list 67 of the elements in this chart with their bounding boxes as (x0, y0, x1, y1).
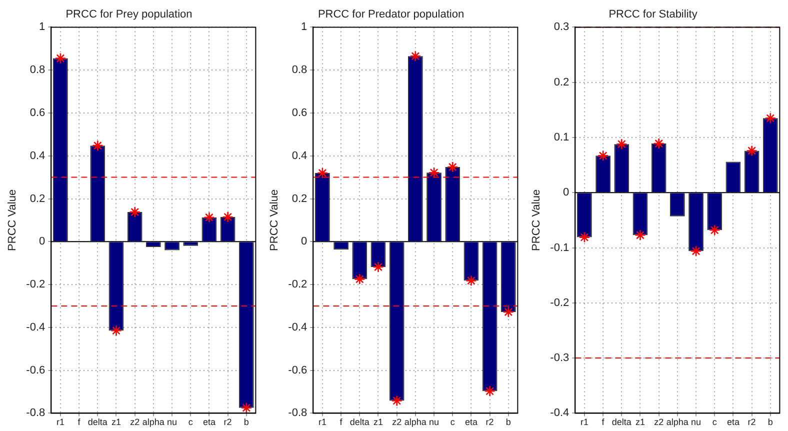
x-tick-label: alpha (666, 417, 688, 428)
y-tick-label: -0.4 (550, 407, 570, 420)
y-tick-label: 0.8 (30, 64, 46, 76)
x-tick-label: eta (464, 417, 478, 428)
y-tick-label: -0.3 (550, 352, 570, 364)
y-tick-label: -0.4 (26, 321, 46, 334)
y-tick-label: 0.2 (292, 192, 308, 205)
y-tick-label: -0.8 (288, 407, 308, 420)
y-tick-label: 1 (39, 21, 46, 34)
x-tick-label: z1 (373, 417, 383, 428)
x-tick-label: b (244, 417, 249, 428)
y-tick-label: 0 (301, 236, 308, 248)
y-tick-label: 0.4 (30, 150, 46, 162)
x-tick-label: z2 (654, 417, 664, 428)
x-tick-label: alpha (142, 417, 164, 428)
chart-title: PRCC for Prey population (66, 8, 192, 21)
y-tick-label: 0.2 (554, 76, 570, 88)
y-tick-label: -0.4 (288, 321, 308, 334)
x-tick-label: z1 (111, 417, 121, 428)
x-tick-label: alpha (404, 417, 426, 428)
y-tick-label: -0.2 (550, 296, 570, 309)
x-tick-label: c (450, 417, 456, 428)
x-tick-label: b (768, 417, 773, 428)
y-tick-label: 0.4 (292, 150, 308, 162)
x-tick-label: c (712, 417, 718, 428)
y-tick-label: -0.2 (288, 278, 308, 291)
x-tick-label: f (78, 417, 81, 428)
y-tick-label: 0 (39, 236, 46, 248)
y-axis-title: PRCC Value (6, 189, 19, 251)
x-tick-label: z2 (130, 417, 140, 428)
x-tick-label: delta (88, 417, 108, 428)
y-axis-title: PRCC Value (268, 189, 281, 251)
x-tick-label: eta (726, 417, 740, 428)
y-tick-label: 1 (301, 21, 308, 34)
x-tick-label: f (340, 417, 343, 428)
y-tick-label: 0.6 (292, 107, 308, 120)
y-tick-label: -0.6 (26, 364, 46, 376)
y-tick-label: -0.2 (26, 278, 46, 291)
y-tick-label: -0.8 (26, 407, 46, 420)
y-tick-label: 0.3 (554, 21, 570, 34)
y-tick-label: 0.6 (30, 107, 46, 120)
y-tick-label: 0.8 (292, 64, 308, 76)
x-tick-label: delta (350, 417, 370, 428)
x-tick-label: r2 (224, 417, 232, 428)
x-tick-label: z2 (392, 417, 402, 428)
x-tick-label: b (506, 417, 511, 428)
y-tick-label: 0 (563, 186, 570, 199)
x-tick-label: r1 (56, 417, 64, 428)
y-tick-label: 0.1 (554, 132, 570, 144)
x-tick-label: nu (691, 417, 702, 428)
x-tick-label: delta (612, 417, 632, 428)
x-tick-label: eta (202, 417, 216, 428)
x-tick-label: z1 (635, 417, 645, 428)
x-tick-label: r2 (748, 417, 756, 428)
x-tick-label: r1 (580, 417, 588, 428)
x-tick-label: f (602, 417, 605, 428)
x-tick-label: c (188, 417, 194, 428)
y-tick-label: 0.2 (30, 192, 46, 205)
chart-title: PRCC for Stability (608, 8, 698, 21)
x-tick-label: nu (167, 417, 178, 428)
x-tick-label: r2 (486, 417, 494, 428)
y-tick-label: -0.6 (288, 364, 308, 376)
x-tick-label: nu (429, 417, 440, 428)
y-tick-label: -0.1 (550, 242, 570, 254)
y-axis-title: PRCC Value (530, 189, 543, 251)
x-tick-label: r1 (318, 417, 326, 428)
chart-title: PRCC for Predator population (318, 8, 464, 21)
